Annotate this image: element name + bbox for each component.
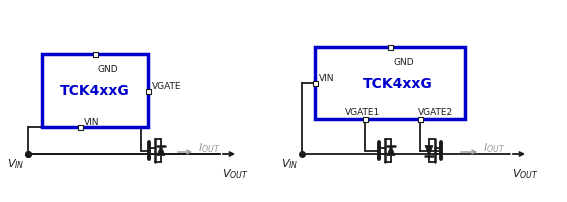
Bar [315, 48, 465, 119]
Text: $V_{IN}$: $V_{IN}$ [281, 156, 299, 170]
Text: VGATE1: VGATE1 [345, 107, 380, 116]
Text: VGATE: VGATE [152, 82, 181, 90]
Text: $V_{OUT}$: $V_{OUT}$ [512, 166, 539, 180]
Text: VGATE2: VGATE2 [418, 107, 453, 116]
Polygon shape [157, 146, 165, 156]
Text: TCK4xxG: TCK4xxG [60, 84, 130, 98]
Bar [312, 81, 318, 86]
Bar [146, 89, 150, 94]
Bar [78, 125, 83, 130]
Bar [92, 52, 98, 57]
Bar [387, 45, 392, 50]
Text: $V_{IN}$: $V_{IN}$ [7, 156, 25, 170]
Bar [42, 55, 148, 127]
Polygon shape [387, 146, 395, 156]
Bar [417, 117, 422, 122]
Text: VIN: VIN [319, 74, 335, 83]
Text: GND: GND [98, 65, 119, 74]
Text: VIN: VIN [84, 117, 99, 126]
Text: $I_{OUT}$: $I_{OUT}$ [198, 141, 221, 154]
Text: $V_{OUT}$: $V_{OUT}$ [222, 166, 249, 180]
Text: GND: GND [393, 58, 413, 67]
Text: $I_{OUT}$: $I_{OUT}$ [483, 141, 505, 154]
Polygon shape [425, 146, 433, 156]
Text: TCK4xxG: TCK4xxG [363, 77, 433, 90]
Bar [362, 117, 367, 122]
